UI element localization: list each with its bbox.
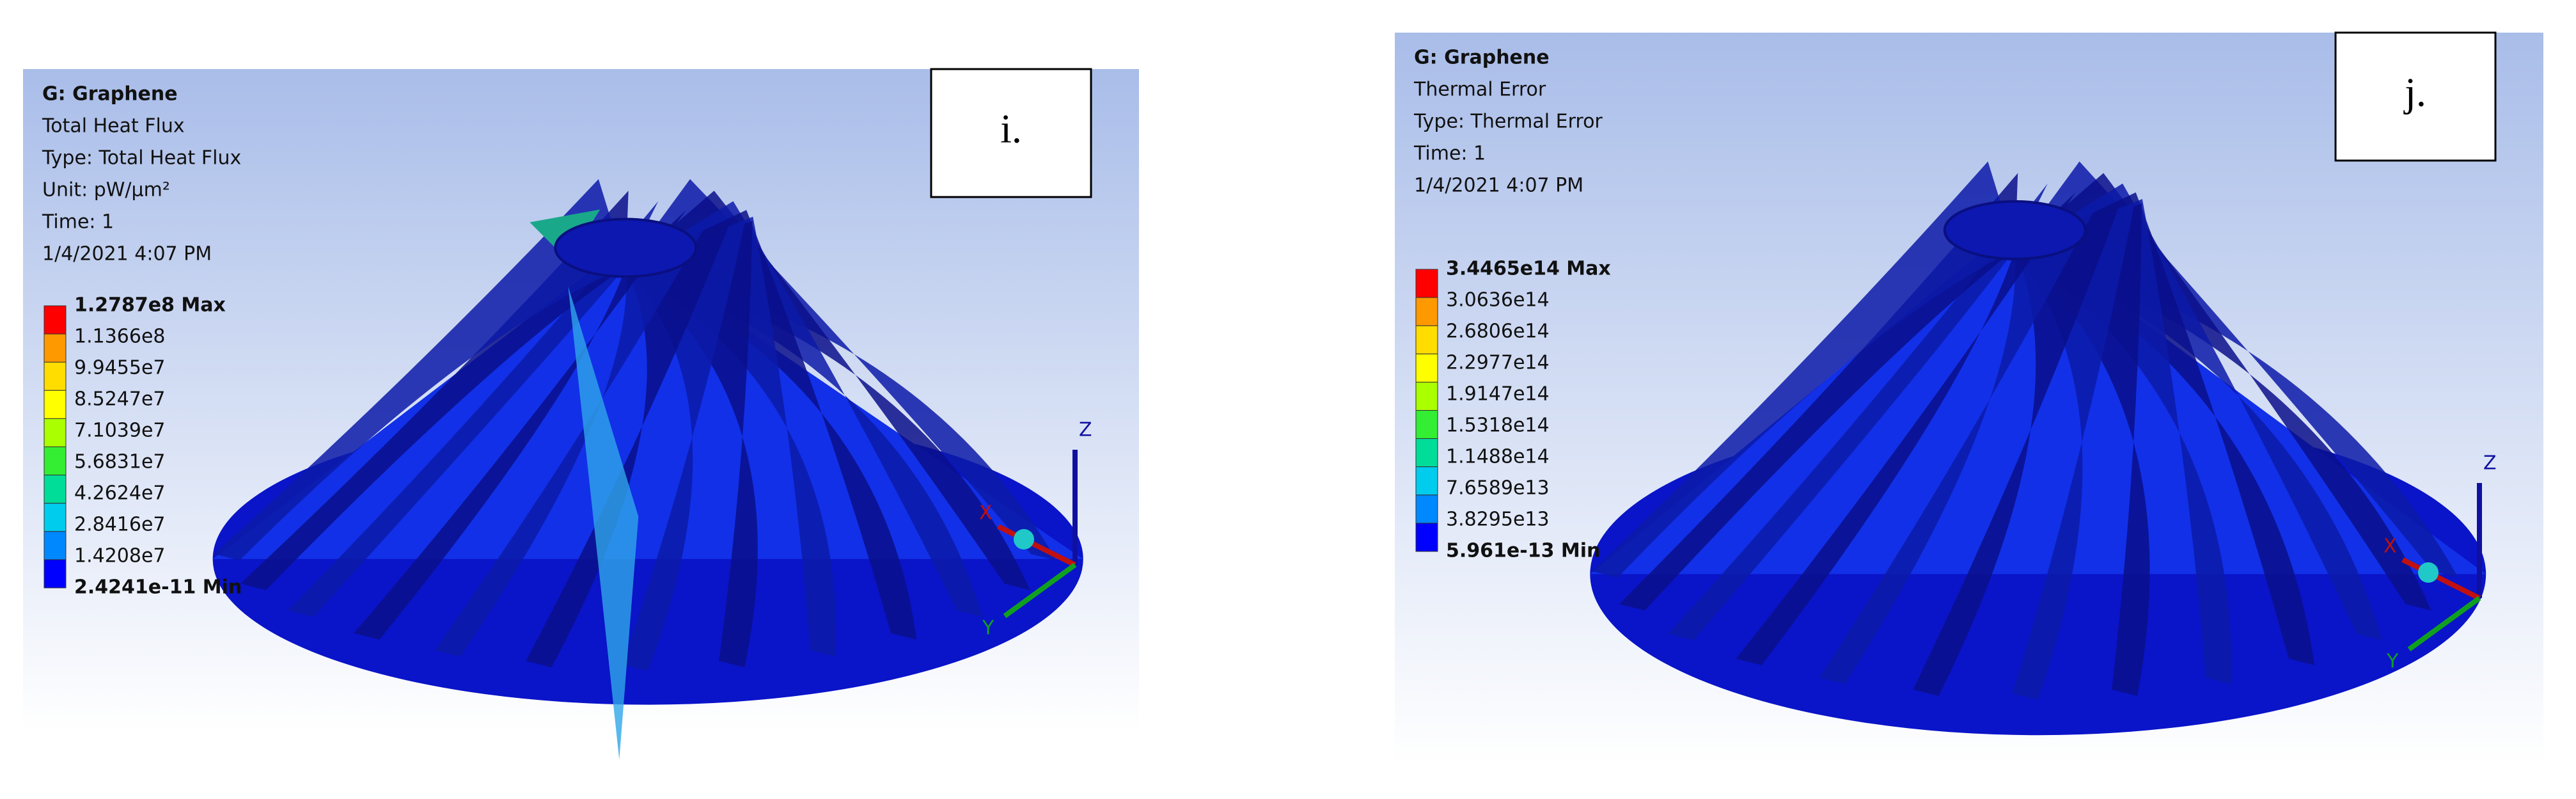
legend-swatch: [1415, 353, 1438, 383]
legend-label: 7.1039e7: [74, 420, 166, 442]
turbine-blade: [1668, 183, 2048, 640]
legend-label: 1.2787e8 Max: [74, 294, 226, 317]
legend-swatch: [43, 361, 67, 391]
legend-label: 3.0636e14: [1446, 289, 1550, 312]
legend-label: 1.9147e14: [1446, 383, 1550, 406]
triad-axis: [2407, 596, 2481, 652]
legend-swatch: [43, 531, 67, 560]
result-panel: G: Graphene Total Heat Flux Type: Total He…: [23, 68, 1139, 760]
header-line: Thermal Error: [1413, 79, 1546, 101]
legend-swatch: [1415, 381, 1438, 411]
turbine-blade: [434, 216, 711, 657]
triad-origin: [1014, 529, 1034, 550]
legend-swatch: [1415, 438, 1438, 468]
legend-label: 3.8295e13: [1446, 509, 1550, 531]
legend-swatch: [43, 503, 67, 532]
turbine-blade: [214, 178, 626, 560]
turbine-blade: [1619, 173, 2018, 611]
result-panel: G: Graphene Thermal Error Type: Thermal Er…: [1395, 31, 2543, 764]
turbine-blade: [526, 221, 731, 668]
turbine-hub: [554, 218, 698, 278]
legend-swatch: [1415, 269, 1438, 298]
triad-axis: [1003, 562, 1077, 619]
legend-swatch: [1415, 297, 1438, 326]
legend-label: 5.6831e7: [74, 451, 166, 473]
turbine-blade: [622, 222, 745, 671]
turbine-blade: [1592, 161, 2015, 578]
header-line: Unit: pW/µm²: [42, 179, 170, 202]
header-line: Type: Thermal Error: [1413, 111, 1603, 133]
legend-label: 2.2977e14: [1446, 352, 1550, 374]
triad-label: Y: [982, 617, 994, 640]
turbine-blade: [2012, 204, 2135, 700]
turbine-blade: [1913, 203, 2121, 696]
header-line: 1/4/2021 4:07 PM: [1414, 175, 1583, 197]
header-line: 1/4/2021 4:07 PM: [42, 243, 212, 265]
triad-axis: [997, 524, 1076, 567]
turbine-blade: [1819, 199, 2101, 684]
legend-swatch: [43, 447, 67, 476]
legend-label: 4.2624e7: [74, 482, 166, 505]
legend-label: 2.6806e14: [1446, 320, 1550, 343]
header-line: Type: Total Heat Flux: [42, 147, 241, 170]
legend-label: 2.4241e-11 Min: [74, 576, 242, 599]
panel-label-box: [930, 68, 1092, 198]
legend-label: 1.1366e8: [74, 326, 166, 348]
legend-label: 8.5247e7: [74, 388, 166, 411]
legend-label: 5.961e-13 Min: [1446, 540, 1600, 562]
flux-region: [568, 286, 639, 760]
turbine-blade: [240, 191, 629, 590]
triad-origin: [2418, 562, 2439, 583]
panel-label: j.: [2403, 70, 2426, 115]
legend-label: 1.5318e14: [1446, 415, 1550, 437]
legend-swatch: [43, 418, 67, 448]
triad-label: Z: [1079, 419, 1092, 441]
header-line: G: Graphene: [1414, 47, 1550, 69]
panel-label: i.: [1000, 106, 1022, 152]
header-line: Total Heat Flux: [42, 115, 185, 138]
legend-label: 2.8416e7: [74, 514, 166, 536]
legend-swatch: [43, 333, 67, 363]
legend-swatch: [1415, 325, 1438, 354]
header-line: G: Graphene: [42, 83, 178, 106]
turbine-blade: [2014, 203, 2150, 696]
legend-swatch: [1415, 410, 1438, 439]
triad-label: Y: [2386, 651, 2399, 673]
legend-swatch: [1415, 466, 1438, 496]
triad-label: X: [979, 502, 993, 525]
triad-axis: [2401, 557, 2481, 601]
legend-label: 9.9455e7: [74, 357, 166, 379]
legend-label: 1.4208e7: [74, 545, 166, 567]
legend-swatch: [43, 559, 67, 589]
legend-label: 3.4465e14 Max: [1446, 258, 1611, 280]
turbine-hub: [1943, 200, 2087, 260]
legend-label: 1.1488e14: [1446, 446, 1550, 468]
turbine-blade: [1736, 192, 2076, 665]
panel-label-box: [2334, 31, 2497, 162]
turbine-blade: [625, 221, 758, 668]
header-line: Time: 1: [1413, 143, 1486, 165]
legend-swatch: [1415, 523, 1438, 552]
legend-swatch: [43, 475, 67, 504]
legend-swatch: [1415, 494, 1438, 524]
triad-label: X: [2384, 535, 2397, 558]
legend-label: 7.6589e13: [1446, 477, 1550, 500]
turbine-blade: [625, 210, 917, 640]
turbine-blade: [288, 201, 659, 617]
header-line: Time: 1: [42, 211, 114, 233]
legend-swatch: [43, 390, 67, 419]
triad-label: Z: [2483, 452, 2497, 475]
legend-swatch: [43, 305, 67, 335]
